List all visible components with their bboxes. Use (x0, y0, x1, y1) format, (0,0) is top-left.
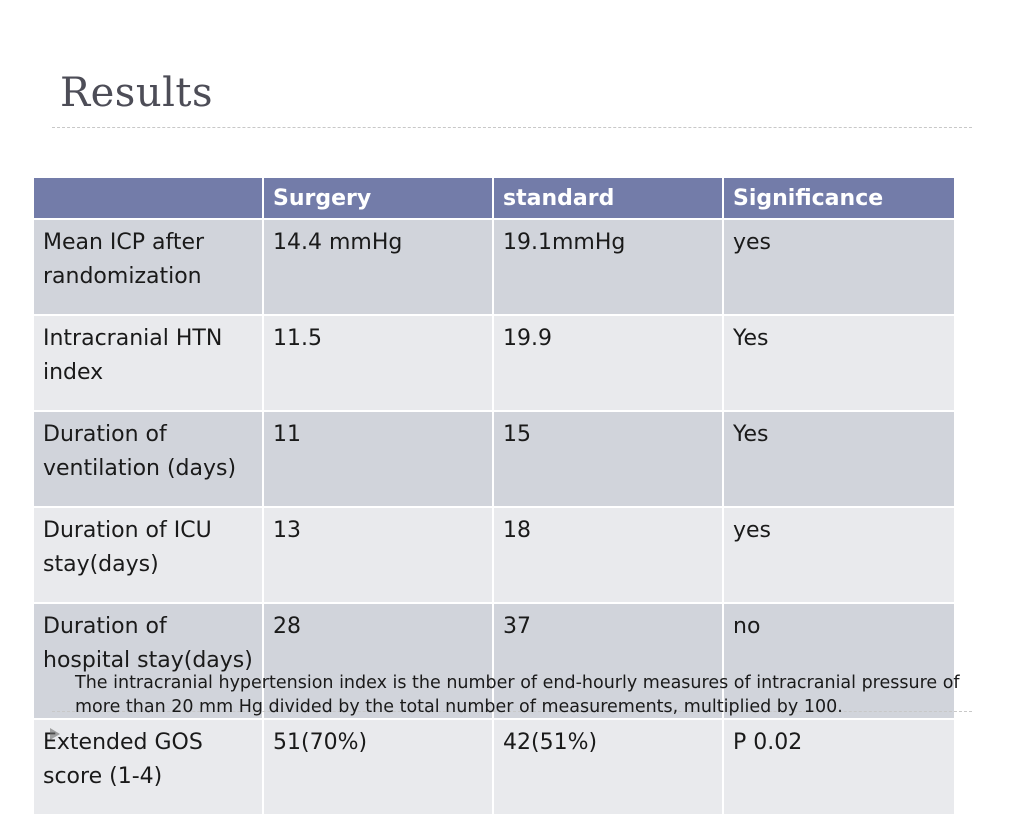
row-label: Duration of ventilation (days) (32, 410, 264, 508)
cell-significance: yes (722, 218, 956, 316)
cell-surgery: 51(70%) (262, 718, 494, 816)
cell-surgery: 11 (262, 410, 494, 508)
cell-surgery: 13 (262, 506, 494, 604)
cell-significance: no (722, 602, 956, 720)
header-cell-standard: standard (492, 176, 724, 220)
cell-standard: 19.9 (492, 314, 724, 412)
cell-standard: 15 (492, 410, 724, 508)
row-label: Extended GOS score (1-4) (32, 718, 264, 816)
table-row: Mean ICP after randomization 14.4 mmHg 1… (32, 218, 956, 316)
cell-surgery: 28 (262, 602, 494, 720)
row-label: Mean ICP after randomization (32, 218, 264, 316)
cell-significance: Yes (722, 314, 956, 412)
title-divider (52, 127, 972, 128)
cell-surgery: 14.4 mmHg (262, 218, 494, 316)
header-cell-significance: Significance (722, 176, 956, 220)
row-label: Intracranial HTN index (32, 314, 264, 412)
cell-significance: Yes (722, 410, 956, 508)
table-header-row: Surgery standard Significance (32, 176, 956, 220)
table-row: Duration of ICU stay(days) 13 18 yes (32, 506, 956, 604)
header-cell-empty (32, 176, 264, 220)
row-label: Duration of hospital stay(days) (32, 602, 264, 720)
table-row: Duration of ventilation (days) 11 15 Yes (32, 410, 956, 508)
header-cell-surgery: Surgery (262, 176, 494, 220)
footnote-divider (52, 711, 972, 712)
table-row: Intracranial HTN index 11.5 19.9 Yes (32, 314, 956, 412)
row-label: Duration of ICU stay(days) (32, 506, 264, 604)
cell-significance: yes (722, 506, 956, 604)
cell-standard: 19.1mmHg (492, 218, 724, 316)
cell-standard: 42(51%) (492, 718, 724, 816)
table-row: Duration of hospital stay(days) 28 37 no (32, 602, 956, 720)
results-table: Surgery standard Significance Mean ICP a… (32, 176, 956, 816)
cell-standard: 18 (492, 506, 724, 604)
cell-standard: 37 (492, 602, 724, 720)
footnote-text: The intracranial hypertension index is t… (75, 673, 960, 717)
cell-significance: P 0.02 (722, 718, 956, 816)
cell-surgery: 11.5 (262, 314, 494, 412)
slide-title: Results (60, 70, 213, 116)
arrow-bullet-icon (50, 728, 60, 740)
table-row: Extended GOS score (1-4) 51(70%) 42(51%)… (32, 718, 956, 816)
